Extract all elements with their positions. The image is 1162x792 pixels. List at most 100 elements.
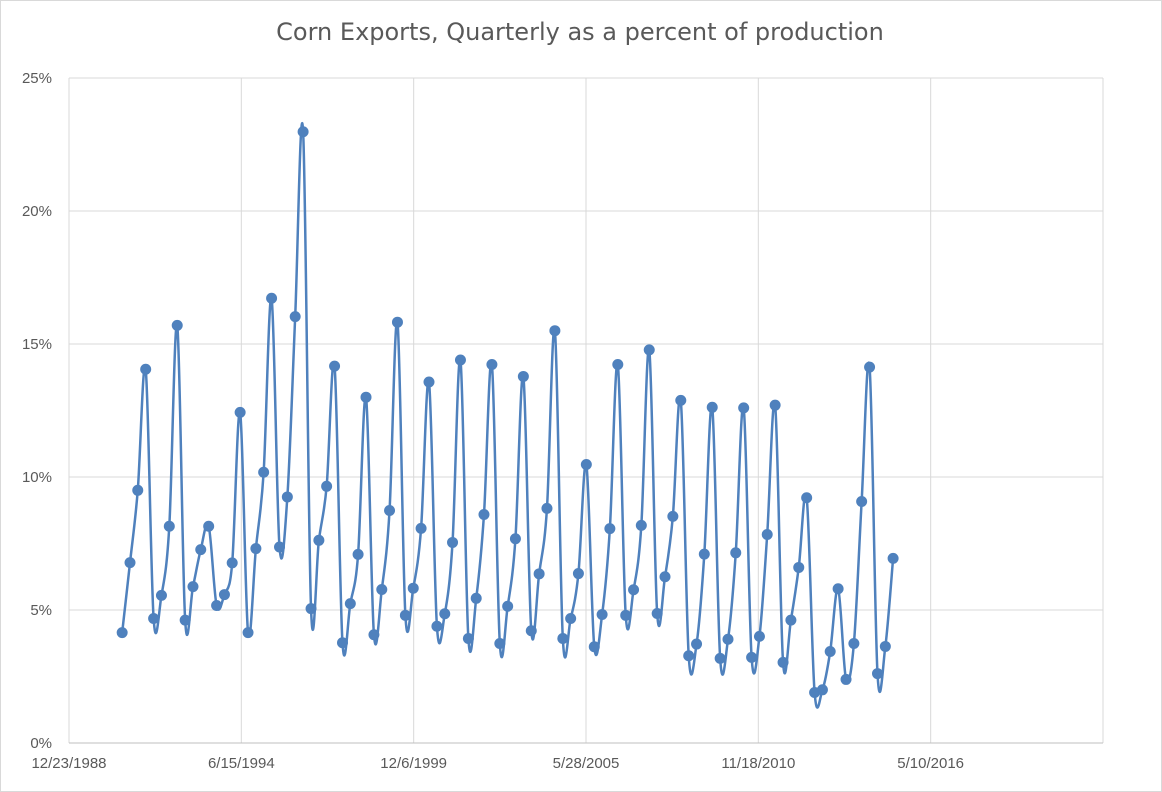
data-point	[761, 528, 773, 540]
data-point	[368, 629, 380, 641]
data-point	[203, 520, 215, 532]
data-point	[148, 613, 160, 625]
data-point	[242, 627, 254, 639]
data-point	[281, 491, 293, 503]
data-point	[218, 589, 230, 601]
y-tick-label: 20%	[22, 203, 52, 220]
x-tick-label: 5/28/2005	[553, 755, 620, 772]
data-point	[234, 406, 246, 418]
data-point	[840, 673, 852, 685]
data-point	[596, 609, 608, 621]
data-point	[887, 552, 899, 564]
data-point	[659, 571, 671, 583]
data-point	[769, 399, 781, 411]
gridlines	[68, 77, 1104, 744]
data-point	[549, 325, 561, 337]
data-point	[376, 584, 388, 596]
data-point	[486, 358, 498, 370]
data-point	[541, 502, 553, 514]
data-point	[470, 592, 482, 604]
data-point	[517, 370, 529, 382]
data-point	[116, 627, 128, 639]
data-point	[580, 459, 592, 470]
data-point	[588, 641, 600, 653]
data-point	[714, 652, 726, 664]
data-point	[832, 583, 844, 595]
data-point	[509, 533, 521, 545]
data-point	[730, 547, 742, 559]
data-point	[722, 633, 734, 645]
data-point	[525, 625, 537, 637]
data-point	[738, 402, 750, 414]
data-point	[872, 668, 883, 680]
x-tick-label: 6/15/1994	[208, 755, 275, 772]
data-point	[423, 376, 435, 388]
data-point	[628, 584, 640, 596]
data-point	[344, 598, 356, 610]
data-point	[706, 401, 718, 413]
data-point	[384, 505, 396, 517]
data-point	[305, 603, 317, 615]
x-tick-label: 5/10/2016	[897, 755, 964, 772]
data-point	[691, 638, 703, 650]
data-point	[163, 520, 175, 532]
data-point	[643, 344, 655, 356]
data-point	[462, 632, 474, 644]
data-point	[226, 557, 238, 569]
data-series	[116, 121, 899, 709]
data-point	[399, 609, 411, 621]
data-point	[848, 638, 860, 650]
x-tick-label: 11/18/2010	[721, 755, 795, 772]
data-point	[533, 568, 545, 580]
data-point	[604, 523, 616, 535]
data-point	[816, 684, 828, 696]
data-point	[651, 607, 663, 619]
y-tick-label: 10%	[22, 469, 52, 486]
data-point	[329, 360, 341, 372]
data-point	[494, 638, 506, 650]
y-tick-label: 5%	[30, 602, 52, 619]
data-point	[746, 651, 758, 663]
data-point	[777, 656, 789, 668]
data-point	[785, 614, 797, 626]
data-point	[683, 650, 695, 662]
data-point	[132, 484, 144, 496]
data-point	[321, 480, 333, 492]
data-point	[612, 358, 624, 370]
data-point	[572, 568, 584, 580]
data-point	[211, 599, 223, 611]
data-point	[793, 561, 805, 573]
y-tick-label: 25%	[22, 70, 52, 87]
data-point	[864, 361, 876, 373]
data-point	[336, 637, 348, 649]
data-point	[297, 126, 309, 138]
data-point	[179, 614, 191, 626]
data-point	[289, 311, 301, 323]
y-tick-labels: 0% 5% 10% 15% 20% 25%	[22, 70, 52, 752]
x-tick-label: 12/23/1988	[31, 755, 106, 772]
data-point	[557, 632, 569, 644]
data-point	[250, 543, 262, 555]
data-point	[140, 363, 152, 375]
data-point	[124, 557, 136, 569]
data-point	[431, 620, 443, 632]
x-tick-labels: 12/23/1988 6/15/1994 12/6/1999 5/28/2005 11/…	[31, 755, 964, 772]
data-point	[187, 581, 199, 593]
data-point	[635, 519, 647, 531]
data-point	[266, 292, 278, 304]
data-point	[195, 544, 207, 556]
data-point	[667, 510, 679, 522]
data-point	[801, 492, 813, 504]
data-point	[439, 608, 451, 620]
data-point	[415, 522, 427, 534]
data-point	[258, 466, 270, 478]
data-point	[753, 630, 765, 642]
data-point	[352, 548, 364, 560]
data-point	[824, 646, 836, 657]
data-point	[407, 582, 419, 594]
data-point	[313, 534, 325, 546]
data-point	[502, 600, 514, 612]
data-point	[478, 509, 490, 521]
